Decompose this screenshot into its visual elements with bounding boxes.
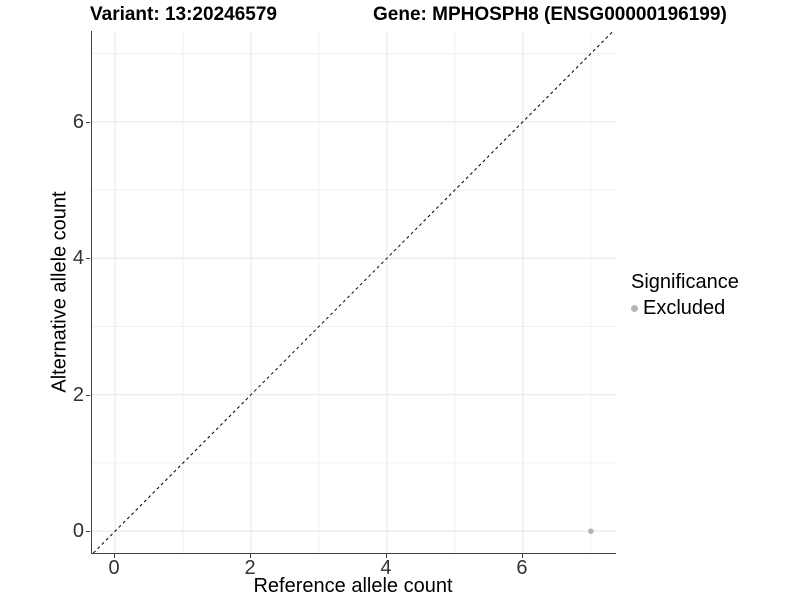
plot-panel bbox=[91, 31, 616, 554]
y-tick-mark bbox=[86, 258, 90, 260]
legend-title: Significance bbox=[631, 271, 739, 293]
y-tick-label: 6 bbox=[72, 110, 84, 133]
legend-item: Excluded bbox=[631, 296, 739, 320]
plot-area bbox=[92, 31, 616, 553]
legend-items: Excluded bbox=[631, 296, 739, 320]
x-tick-label: 4 bbox=[380, 557, 392, 579]
y-tick-label: 4 bbox=[72, 247, 84, 270]
legend-key-dot-icon bbox=[631, 304, 638, 312]
variant-title: Variant: 13:20246579 bbox=[90, 4, 277, 25]
legend-item-label: Excluded bbox=[643, 297, 726, 319]
y-tick-label: 0 bbox=[72, 520, 84, 543]
legend: Significance Excluded bbox=[631, 270, 739, 320]
y-tick-mark bbox=[86, 531, 90, 533]
x-axis-title: Reference allele count bbox=[253, 575, 453, 597]
x-tick-label: 6 bbox=[516, 557, 528, 579]
y-tick-label: 2 bbox=[72, 383, 84, 406]
identity-line bbox=[93, 31, 614, 553]
x-tick-mark bbox=[521, 554, 523, 558]
x-tick-mark bbox=[250, 554, 252, 558]
y-tick-mark bbox=[86, 394, 90, 396]
x-tick-label: 2 bbox=[244, 557, 256, 579]
x-tick-mark bbox=[385, 554, 387, 558]
gene-title: Gene: MPHOSPH8 (ENSG00000196199) bbox=[373, 4, 727, 25]
y-tick-mark bbox=[86, 121, 90, 123]
x-tick-label: 0 bbox=[108, 557, 120, 579]
data-point bbox=[588, 528, 594, 534]
x-tick-mark bbox=[114, 554, 116, 558]
y-axis-title: Alternative allele count bbox=[48, 191, 71, 393]
